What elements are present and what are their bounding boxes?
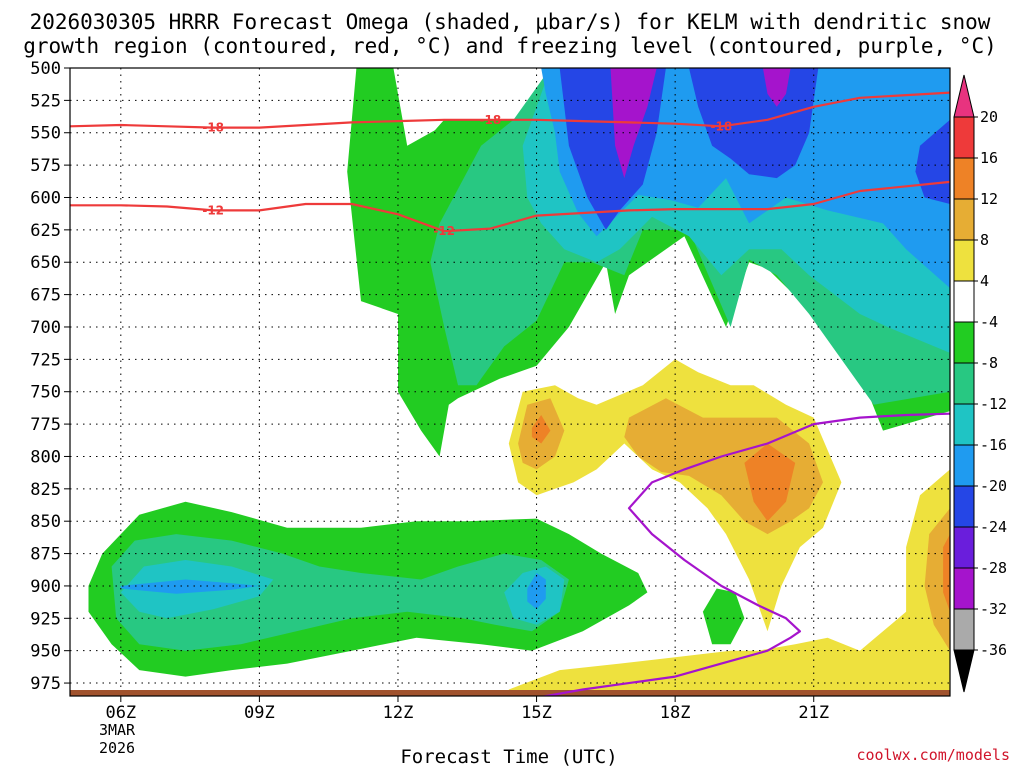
colorbar-label-3: 8 <box>980 231 989 249</box>
colorbar-label-1: 16 <box>980 149 998 167</box>
isotherm-label--18: -18 <box>480 113 502 127</box>
omega-region-23 <box>702 588 745 645</box>
omega-colorbar: 20 16 12 8 4 -4 -8 -12 -16 -20 -24 -28 -32 -36 <box>953 74 1007 693</box>
omega-region-15 <box>924 508 950 651</box>
colorbar-label-13: -36 <box>980 641 1007 659</box>
y-tick-label-575: 575 <box>30 156 61 176</box>
colorbar-box-13 <box>953 608 975 651</box>
x-tick-label-09Z: 09Z <box>244 703 275 723</box>
omega-region-12 <box>531 415 551 444</box>
colorbar-box-5 <box>953 280 975 323</box>
credit-text: coolwx.com/models <box>856 746 1010 764</box>
omega-shading <box>88 68 950 696</box>
y-tick-label-500: 500 <box>30 59 61 79</box>
y-tick-label-800: 800 <box>30 447 61 467</box>
y-tick-label-625: 625 <box>30 221 61 241</box>
y-tick-label-600: 600 <box>30 188 61 208</box>
dendritic-growth-isotherms: -18 -18 -18 -12 -12 <box>70 91 950 238</box>
colorbar-label-10: -24 <box>980 518 1007 536</box>
colorbar-box-11 <box>953 526 975 569</box>
isotherm-label--12: -12 <box>433 224 455 238</box>
colorbar-cap-top <box>953 74 975 118</box>
surface-strip <box>70 690 950 696</box>
omega-region-8 <box>762 68 791 107</box>
omega-region-18 <box>111 534 569 651</box>
omega-region-21 <box>120 579 260 594</box>
y-tick-label-850: 850 <box>30 512 61 532</box>
colorbar-box-6 <box>953 321 975 364</box>
y-tick-label-550: 550 <box>30 124 61 144</box>
omega-region-13 <box>744 443 796 522</box>
x-tick-label-21Z: 21Z <box>798 703 829 723</box>
y-tick-label-650: 650 <box>30 253 61 273</box>
freezing-level-line <box>540 412 950 696</box>
colorbar-label-7: -12 <box>980 395 1007 413</box>
y-tick-label-675: 675 <box>30 286 61 306</box>
ground-surface <box>70 690 950 696</box>
plot-frame <box>69 67 951 697</box>
chart-title-line1: 2026030305 HRRR Forecast Omega (shaded, … <box>30 10 991 34</box>
colorbar-box-2 <box>953 157 975 200</box>
colorbar-label-2: 12 <box>980 190 998 208</box>
colorbar-box-1 <box>953 116 975 159</box>
x-tick-label-06Z: 06Z <box>105 703 136 723</box>
x-tick-label-12Z: 12Z <box>383 703 414 723</box>
y-tick-label-700: 700 <box>30 318 61 338</box>
x-tick-label-15Z: 15Z <box>521 703 552 723</box>
isotherm-label--12: -12 <box>202 203 224 217</box>
colorbar-label-4: 4 <box>980 272 989 290</box>
y-tick-label-775: 775 <box>30 415 61 435</box>
y-tick-label-750: 750 <box>30 383 61 403</box>
colorbar-label-8: -16 <box>980 436 1007 454</box>
colorbar-label-12: -32 <box>980 600 1007 618</box>
omega-region-22 <box>527 573 546 610</box>
colorbar-box-9 <box>953 444 975 487</box>
isotherm-line--18 <box>70 91 950 129</box>
y-tick-label-950: 950 <box>30 642 61 662</box>
colorbar-box-4 <box>953 239 975 282</box>
colorbar-cap-bottom <box>953 649 975 693</box>
dotted-grid <box>70 67 950 696</box>
x-axis-label: Forecast Time (UTC) <box>400 746 617 768</box>
date-label-year: 2026 <box>99 739 135 757</box>
isotherm-label--18: -18 <box>710 119 732 133</box>
colorbar-label-0: 20 <box>980 108 998 126</box>
colorbar-box-7 <box>953 362 975 405</box>
x-tick-label-18Z: 18Z <box>660 703 691 723</box>
time-axis: 06Z 09Z 12Z 15Z 18Z 21Z <box>105 696 829 723</box>
y-tick-label-925: 925 <box>30 609 61 629</box>
colorbar-box-3 <box>953 198 975 241</box>
isotherm-line--12 <box>70 180 950 233</box>
pressure-axis: 500 525 550 575 600 625 650 675 700 725 750 775 800 8… <box>30 59 70 694</box>
y-tick-label-525: 525 <box>30 91 61 111</box>
y-tick-label-875: 875 <box>30 545 61 565</box>
colorbar-box-8 <box>953 403 975 446</box>
y-tick-label-825: 825 <box>30 480 61 500</box>
y-tick-label-975: 975 <box>30 674 61 694</box>
isotherm-label--18: -18 <box>202 121 224 135</box>
omega-region-5 <box>689 68 819 179</box>
chart-title-line2: growth region (contoured, red, °C) and f… <box>23 34 997 58</box>
freezing-level-contour <box>540 412 950 696</box>
omega-region-14 <box>508 469 950 696</box>
colorbar-label-6: -8 <box>980 354 998 372</box>
y-tick-label-725: 725 <box>30 350 61 370</box>
colorbar-label-11: -28 <box>980 559 1007 577</box>
y-tick-label-900: 900 <box>30 577 61 597</box>
colorbar-label-5: -4 <box>980 313 998 331</box>
date-label-day: 3MAR <box>99 721 136 739</box>
colorbar-label-9: -20 <box>980 477 1007 495</box>
colorbar-box-12 <box>953 567 975 610</box>
colorbar-box-10 <box>953 485 975 528</box>
